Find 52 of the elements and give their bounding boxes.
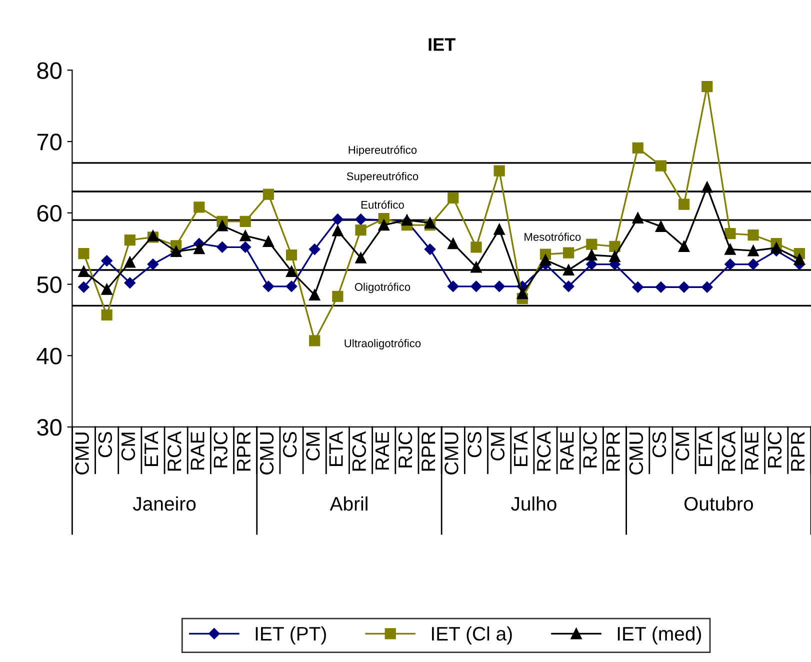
text: Janeiro xyxy=(132,496,196,511)
x-tick-label: CS xyxy=(468,432,482,458)
x-tick-label: RJC xyxy=(398,432,412,468)
x-tick-label: RAE xyxy=(560,432,574,470)
x-tick-label: RCA xyxy=(536,431,551,471)
x-tick-label: RJC xyxy=(768,432,782,468)
ref-line-label: Hipereutrófico xyxy=(348,146,417,156)
y-tick-label: 50 xyxy=(37,276,62,294)
x-tick-label: CM xyxy=(121,432,136,460)
x-tick-label: CM xyxy=(675,432,690,460)
text: Abril xyxy=(330,496,368,511)
x-tick-label: RPR xyxy=(606,432,620,471)
x-tick-label: ETA xyxy=(698,431,712,466)
x-tick-label: ETA xyxy=(144,431,158,466)
x-tick-label: RPR xyxy=(791,432,804,471)
ref-line-label: Eutrófico xyxy=(361,200,404,209)
x-tick-label: CM xyxy=(306,432,320,460)
x-tick-label: CS xyxy=(98,432,112,458)
annotation: Ultraoligotrófico xyxy=(344,338,421,350)
y-tick-label: 60 xyxy=(37,204,62,222)
x-tick-label: CMU xyxy=(75,432,89,474)
x-tick-label: CMU xyxy=(444,432,458,474)
x-tick-label: RJC xyxy=(583,432,597,468)
y-tick-label: 40 xyxy=(36,348,62,364)
ref-line-label: Supereutrófico xyxy=(346,172,418,182)
x-tick-label: ETA xyxy=(329,431,343,466)
x-tick-label: CMU xyxy=(629,432,644,474)
ref-line-label: Mesotrófico xyxy=(524,232,581,241)
ref-line-label: Oligotrófico xyxy=(354,282,410,294)
x-tick-label: RCA xyxy=(168,431,182,471)
chart-title: IET xyxy=(428,38,456,51)
x-tick-label: RJC xyxy=(214,432,228,468)
x-tick-label: RAE xyxy=(744,432,758,470)
legend-label: IET (med) xyxy=(618,626,701,644)
legend-label: IET (Cl a) xyxy=(432,626,512,644)
y-tick-label: 30 xyxy=(37,419,62,436)
x-tick-label: CMU xyxy=(260,432,274,474)
x-tick-label: CS xyxy=(652,432,666,458)
text: Julho xyxy=(511,496,556,511)
x-tick-label: RCA xyxy=(722,431,736,471)
text: Outubro xyxy=(684,496,753,511)
x-tick-label: RCA xyxy=(352,431,366,471)
x-tick-label: RPR xyxy=(236,432,250,471)
x-tick-label: RAE xyxy=(376,432,389,470)
x-tick-label: CM xyxy=(490,432,505,460)
y-tick-label: 80 xyxy=(37,62,62,79)
legend-label: IET (PT) xyxy=(256,626,326,644)
x-tick-label: ETA xyxy=(514,431,528,466)
x-tick-label: RAE xyxy=(190,432,204,470)
y-tick-label: 70 xyxy=(37,134,62,150)
x-tick-label: RPR xyxy=(422,432,436,471)
x-tick-label: CS xyxy=(282,432,297,458)
